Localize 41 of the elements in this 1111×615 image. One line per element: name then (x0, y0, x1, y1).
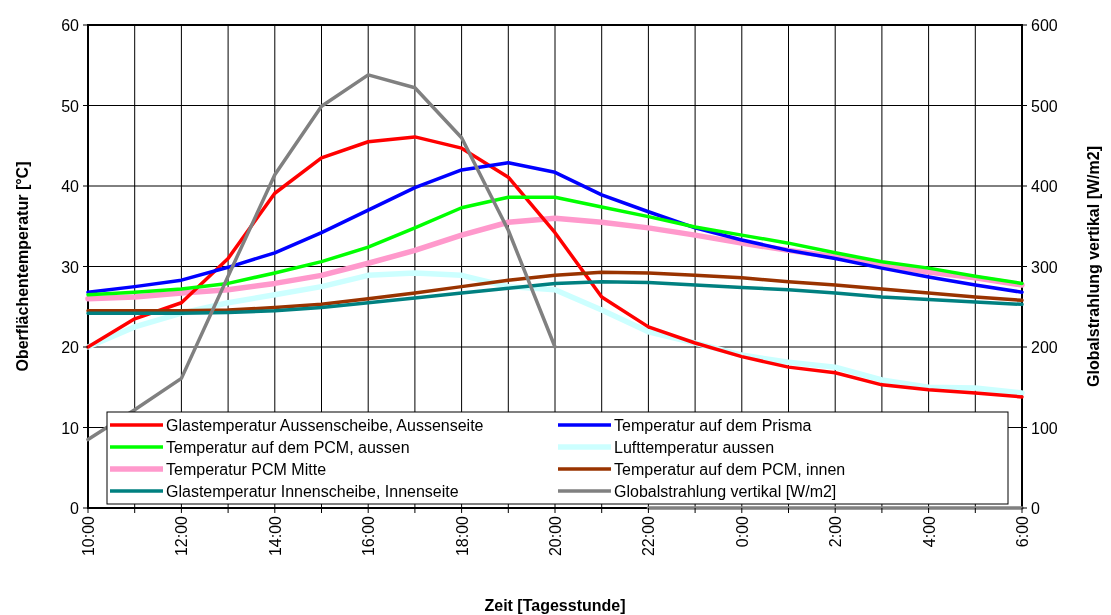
y-tick-label: 0 (70, 500, 80, 517)
x-tick-label: 22:00 (640, 515, 658, 557)
legend-label: Temperatur auf dem Prisma (614, 417, 812, 434)
y-tick-label: 20 (61, 339, 80, 356)
legend-label: Globalstrahlung vertikal [W/m2] (614, 483, 837, 500)
y-tick-label: 30 (61, 258, 80, 276)
x-tick-label: 0:00 (733, 515, 751, 548)
y2-tick-label: 0 (1031, 500, 1040, 517)
line-series (86, 195, 1024, 297)
x-tick-label: 12:00 (173, 515, 191, 557)
y2-axis-title: Globalstrahlung vertikal [W/m2] (1085, 146, 1102, 387)
legend-label: Temperatur auf dem PCM, innen (614, 461, 846, 478)
legend-label: Temperatur auf dem PCM, aussen (166, 439, 410, 456)
legend-label: Glastemperatur Aussenscheibe, Aussenseite (166, 417, 484, 434)
y-axis-title: Oberflächentemperatur [°C] (14, 161, 31, 372)
y2-tick-label: 300 (1031, 258, 1058, 276)
x-tick-label: 4:00 (920, 515, 938, 548)
legend-label: Lufttemperatur aussen (614, 439, 775, 456)
legend-label: Temperatur PCM Mitte (166, 461, 327, 478)
line-series (86, 160, 1024, 295)
y-tick-label: 60 (61, 17, 80, 34)
y2-tick-label: 100 (1031, 419, 1058, 437)
x-axis-title: Zeit [Tagesstunde] (484, 597, 626, 614)
y-tick-label: 40 (61, 178, 80, 195)
line-series (86, 270, 1024, 313)
y-tick-label: 10 (61, 419, 80, 437)
y2-tick-label: 600 (1031, 17, 1058, 34)
y2-tick-label: 400 (1031, 178, 1058, 195)
x-tick-label: 6:00 (1014, 515, 1031, 548)
y2-tick-label: 200 (1031, 339, 1058, 356)
x-tick-label: 20:00 (547, 515, 564, 557)
line-series (86, 280, 1024, 315)
y-tick-label: 50 (61, 97, 80, 115)
x-tick-label: 14:00 (266, 515, 284, 557)
x-tick-label: 18:00 (453, 515, 471, 557)
x-tick-label: 2:00 (827, 515, 845, 548)
x-tick-label: 16:00 (360, 515, 378, 557)
y2-tick-label: 500 (1031, 97, 1058, 115)
line-series (86, 135, 1024, 399)
x-tick-label: 10:00 (80, 515, 97, 557)
legend-label: Glastemperatur Innenscheibe, Innenseite (166, 483, 459, 500)
